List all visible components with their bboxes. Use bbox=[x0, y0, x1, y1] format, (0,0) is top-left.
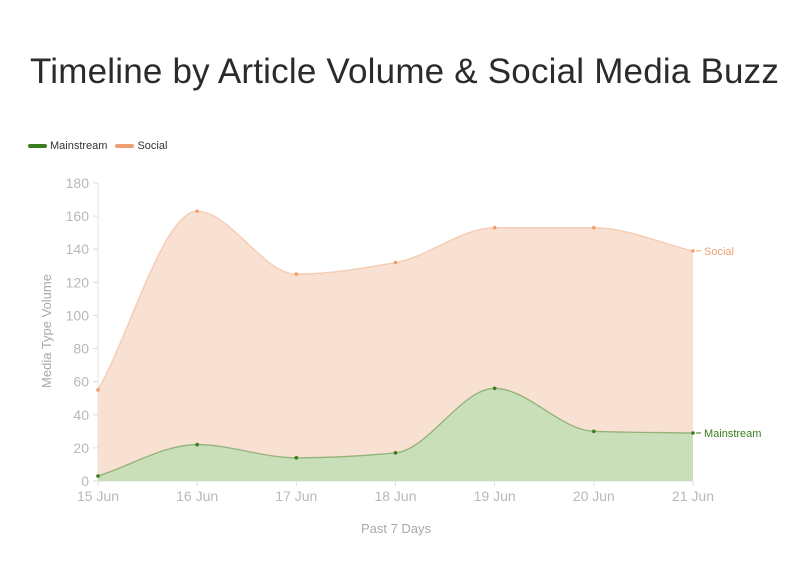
legend-swatch-mainstream bbox=[28, 144, 47, 148]
legend-label-social: Social bbox=[137, 140, 168, 152]
point-social[interactable] bbox=[195, 209, 199, 213]
point-social[interactable] bbox=[691, 249, 695, 253]
y-axis: 0 20 40 60 80 100 120 140 160 180 bbox=[66, 175, 99, 489]
x-tick-label: 19 Jun bbox=[474, 488, 516, 504]
y-tick-label: 80 bbox=[73, 341, 89, 357]
legend-label-mainstream: Mainstream bbox=[50, 140, 108, 152]
data-points bbox=[96, 209, 695, 478]
point-social[interactable] bbox=[492, 225, 497, 230]
y-tick-label: 140 bbox=[66, 241, 90, 257]
point-mainstream[interactable] bbox=[294, 456, 299, 460]
series-end-labels: Mainstream Social bbox=[696, 246, 761, 440]
area-mainstream bbox=[98, 388, 693, 481]
x-tick-label: 17 Jun bbox=[275, 488, 317, 504]
y-tick-label: 20 bbox=[73, 440, 89, 456]
point-social[interactable] bbox=[294, 272, 299, 276]
point-mainstream[interactable] bbox=[96, 474, 100, 478]
x-tick-label: 20 Jun bbox=[573, 488, 615, 504]
y-tick-label: 120 bbox=[66, 274, 90, 290]
point-social[interactable] bbox=[592, 225, 596, 230]
point-mainstream[interactable] bbox=[592, 429, 596, 434]
point-social[interactable] bbox=[96, 388, 100, 392]
end-label-mainstream: Mainstream bbox=[704, 428, 761, 440]
y-tick-label: 60 bbox=[73, 374, 89, 390]
point-mainstream[interactable] bbox=[393, 451, 398, 455]
legend: Mainstream Social bbox=[28, 140, 167, 152]
x-tick-label: 18 Jun bbox=[374, 488, 416, 504]
point-mainstream[interactable] bbox=[492, 386, 497, 391]
x-tick-label: 15 Jun bbox=[77, 488, 119, 504]
x-axis: 15 Jun 16 Jun 17 Jun 18 Jun 19 Jun 20 Jun 21 J… bbox=[77, 480, 714, 504]
x-tick-label: 16 Jun bbox=[176, 488, 218, 504]
point-mainstream[interactable] bbox=[691, 431, 695, 435]
y-tick-label: 100 bbox=[66, 307, 90, 323]
legend-item-social[interactable]: Social bbox=[115, 140, 167, 152]
y-tick-label: 40 bbox=[73, 407, 89, 423]
point-mainstream[interactable] bbox=[195, 442, 199, 447]
end-label-social: Social bbox=[704, 246, 734, 258]
point-social[interactable] bbox=[393, 260, 398, 265]
y-tick-label: 180 bbox=[66, 175, 90, 191]
x-axis-title: Past 7 Days bbox=[361, 521, 432, 536]
plot-area bbox=[97, 210, 694, 481]
y-axis-title: Media Type Volume bbox=[39, 274, 54, 388]
legend-swatch-social bbox=[115, 144, 135, 148]
chart-title: Timeline by Article Volume & Social Medi… bbox=[30, 52, 780, 91]
legend-item-mainstream[interactable]: Mainstream bbox=[28, 140, 107, 152]
y-tick-label: 0 bbox=[81, 473, 89, 489]
y-tick-label: 160 bbox=[66, 208, 90, 224]
x-tick-label: 21 Jun bbox=[672, 488, 714, 504]
